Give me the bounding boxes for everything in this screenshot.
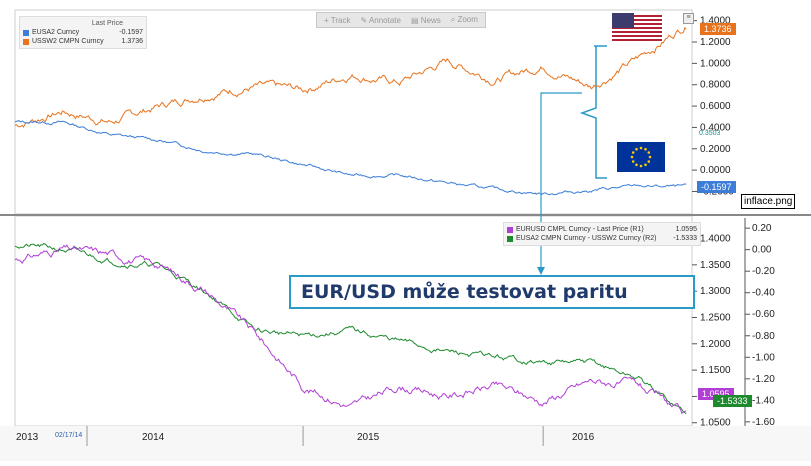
legend-row-orange: USSW2 CMPN Curncy 1.3736 bbox=[23, 37, 143, 46]
legend-value: -0.1597 bbox=[119, 29, 143, 36]
eu-star bbox=[630, 155, 634, 159]
legend-row-green: EUSA2 CMPN Curncy - USSW2 Curncy (R2) -1… bbox=[507, 234, 697, 243]
legend-row-blue: EUSA2 Curncy -0.1597 bbox=[23, 28, 143, 37]
bottom-panel-frame bbox=[14, 215, 693, 427]
last-orange-label: 1.3736 bbox=[700, 23, 736, 35]
xaxis-band bbox=[0, 426, 811, 461]
r1-ytick-label: 1.3000 bbox=[700, 286, 731, 297]
r2-ytick-label: -1.40 bbox=[752, 395, 775, 406]
legend-header: Last Price bbox=[91, 20, 123, 27]
eu-star bbox=[631, 160, 635, 163]
us-flag-stripe bbox=[612, 17, 662, 19]
xtick-label: 2015 bbox=[357, 432, 380, 443]
legend-value: 1.3736 bbox=[121, 38, 143, 45]
callout-text: EUR/USD může testovat paritu bbox=[301, 281, 628, 303]
r2-ytick-label: -1.00 bbox=[752, 352, 775, 363]
eu-star bbox=[639, 146, 643, 150]
series-usd-swap-line bbox=[14, 26, 687, 128]
us-flag-stripe bbox=[612, 13, 662, 15]
mid-value-label: 0.3503 bbox=[699, 130, 721, 137]
r1-ytick-label: 1.4000 bbox=[700, 234, 731, 245]
us-flag-stripe bbox=[612, 29, 662, 31]
r2-ytick-label: 0.00 bbox=[752, 245, 772, 256]
callout-box: EUR/USD může testovat paritu bbox=[289, 275, 695, 309]
top-ytick-label: 0.8000 bbox=[700, 80, 731, 91]
us-flag-stripe bbox=[612, 37, 662, 39]
panel-menu-icon[interactable]: ≡ bbox=[683, 13, 694, 24]
chart-toolbar: + Track ✎ Annotate ▤ News ⌕ Zoom bbox=[316, 12, 486, 28]
eu-star bbox=[647, 151, 651, 154]
eu-flag-icon bbox=[617, 142, 665, 172]
us-flag-stripe bbox=[612, 33, 662, 35]
r1-ytick-label: 1.0500 bbox=[700, 418, 731, 429]
eu-star bbox=[631, 151, 635, 154]
top-ytick-label: 0.0000 bbox=[700, 165, 731, 176]
eu-star bbox=[644, 147, 647, 151]
annotate-button[interactable]: ✎ Annotate bbox=[360, 15, 401, 25]
arrow-head-icon bbox=[537, 267, 545, 275]
file-tooltip: inflace.png bbox=[741, 194, 796, 209]
eu-star bbox=[644, 163, 647, 167]
last-green-label: -1.5333 bbox=[713, 395, 752, 407]
eu-star bbox=[635, 163, 638, 167]
date-marker: 02/17/14 bbox=[55, 432, 83, 439]
bracket-arrow-icon bbox=[579, 45, 607, 179]
xtick-label: 2013 bbox=[16, 432, 39, 443]
zoom-button[interactable]: ⌕ Zoom bbox=[450, 15, 478, 24]
eu-star bbox=[647, 160, 651, 163]
top-ytick-label: 1.0000 bbox=[700, 58, 731, 69]
eu-star bbox=[635, 147, 638, 151]
track-button[interactable]: + Track bbox=[324, 15, 351, 25]
r1-ytick-label: 1.2000 bbox=[700, 339, 731, 350]
top-ytick-label: 1.4000 bbox=[700, 16, 731, 27]
orange-swatch-icon bbox=[23, 38, 29, 45]
legend-row-purple: EURUSD CMPL Curncy - Last Price (R1) 1.0… bbox=[507, 225, 697, 234]
r1-ytick-label: 1.3500 bbox=[700, 260, 731, 271]
xtick-label: 2016 bbox=[572, 432, 595, 443]
series-spread-line bbox=[14, 243, 687, 415]
legend-label: EUSA2 CMPN Curncy - USSW2 Curncy (R2) bbox=[516, 235, 657, 242]
top-ytick-label: 0.4000 bbox=[700, 122, 731, 133]
blue-swatch-icon bbox=[23, 29, 29, 36]
top-legend: Last Price EUSA2 Curncy -0.1597 USSW2 CM… bbox=[19, 16, 147, 49]
green-swatch-icon bbox=[507, 235, 513, 242]
legend-label: EUSA2 Curncy bbox=[32, 29, 80, 36]
series-eur-swap-line bbox=[14, 120, 687, 196]
top-ytick-label: 0.2000 bbox=[700, 144, 731, 155]
r2-ytick-label: -1.60 bbox=[752, 417, 775, 428]
top-ytick-label: 0.6000 bbox=[700, 101, 731, 112]
xtick-label: 2014 bbox=[142, 432, 165, 443]
us-flag-stripe bbox=[612, 25, 662, 27]
legend-value: -1.5333 bbox=[673, 235, 697, 242]
news-button[interactable]: ▤ News bbox=[410, 15, 441, 25]
r2-ytick-label: -0.80 bbox=[752, 331, 775, 342]
legend-label: EURUSD CMPL Curncy - Last Price (R1) bbox=[516, 226, 644, 233]
us-flag-stripe bbox=[612, 21, 662, 23]
connector-line bbox=[540, 92, 582, 272]
r2-ytick-label: -0.60 bbox=[752, 309, 775, 320]
purple-swatch-icon bbox=[507, 226, 513, 233]
legend-value: 1.0595 bbox=[675, 226, 697, 233]
r2-ytick-label: -1.20 bbox=[752, 374, 775, 385]
r2-ytick-label: -0.20 bbox=[752, 266, 775, 277]
top-ytick-label: 1.2000 bbox=[700, 37, 731, 48]
eu-star bbox=[648, 155, 652, 159]
bottom-legend: EURUSD CMPL Curncy - Last Price (R1) 1.0… bbox=[503, 222, 701, 246]
r2-ytick-label: 0.20 bbox=[752, 223, 772, 234]
last-blue-label: -0.1597 bbox=[697, 181, 736, 193]
legend-label: USSW2 CMPN Curncy bbox=[32, 38, 104, 45]
r2-ytick-label: -0.40 bbox=[752, 288, 775, 299]
eu-star bbox=[639, 164, 643, 168]
r1-ytick-label: 1.2500 bbox=[700, 312, 731, 323]
us-flag-canton bbox=[612, 13, 634, 28]
r1-ytick-label: 1.1500 bbox=[700, 365, 731, 376]
series-eurusd-line bbox=[14, 244, 687, 415]
